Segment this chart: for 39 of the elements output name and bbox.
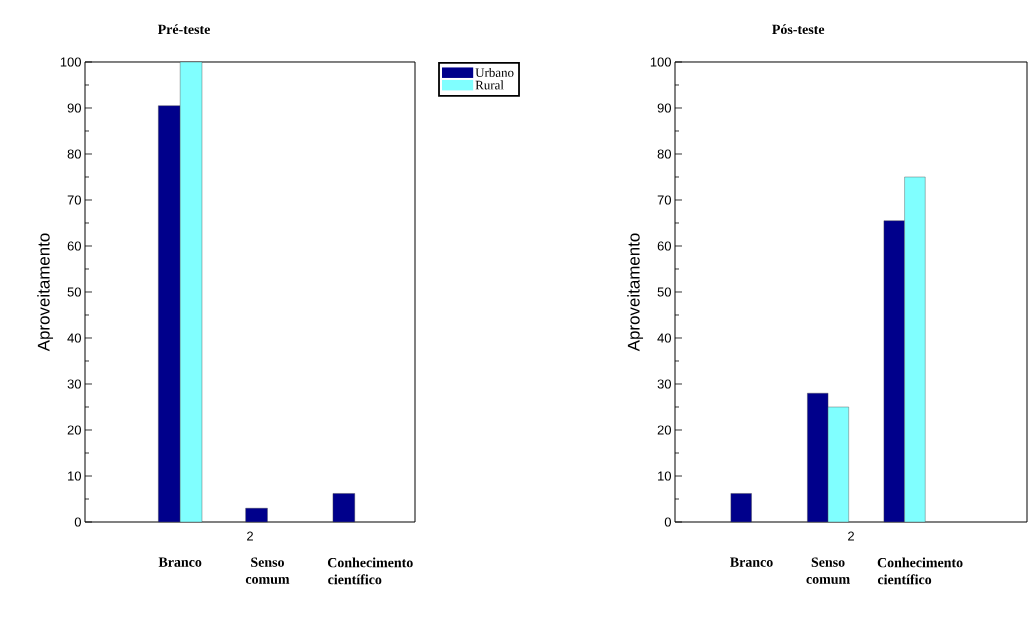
text: 2 <box>247 531 253 541</box>
y-tick-label: 60 <box>67 241 81 251</box>
y-tick-label: 20 <box>67 425 81 435</box>
y-tick-label: 20 <box>657 425 671 435</box>
y-tick-label: 60 <box>657 241 671 251</box>
x-tick-label: Senso comum <box>806 557 850 584</box>
x-tick-label: Branco <box>158 557 202 567</box>
bar <box>730 493 752 523</box>
y-tick-label: 10 <box>658 471 671 481</box>
x-tick-label: Conhecimento científico <box>327 557 413 585</box>
y-tick-label: 70 <box>67 195 81 205</box>
legend-label: Urbano <box>475 67 514 77</box>
x-tick-label: Conhecimento científico <box>877 557 963 585</box>
y-tick-label: 10 <box>68 471 81 481</box>
y-axis-title: Aproveitamento <box>37 233 54 352</box>
y-tick-label: 90 <box>67 103 81 113</box>
bar <box>332 493 355 523</box>
y-tick-label: 100 <box>60 57 81 67</box>
x-tick-label: Branco <box>730 557 773 567</box>
y-tick-label: 80 <box>67 149 81 159</box>
y-tick-label: 0 <box>664 517 671 527</box>
y-tick-label: 40 <box>67 333 81 343</box>
y-tick-label: 30 <box>67 379 81 389</box>
legend-label: Rural <box>475 80 504 90</box>
y-tick-label: 80 <box>657 149 671 159</box>
x-tick-label: Senso comum <box>245 557 290 584</box>
text: 2 <box>848 531 854 541</box>
chart-title: Pós-teste <box>772 24 825 35</box>
y-tick-label: 50 <box>657 287 671 297</box>
y-axis-title: Aproveitamento <box>627 233 644 352</box>
y-tick-label: 50 <box>67 287 81 297</box>
y-tick-label: 90 <box>657 103 671 113</box>
chart-title: Pré-teste <box>157 24 210 35</box>
y-tick-label: 0 <box>74 517 81 527</box>
y-tick-label: 30 <box>657 379 671 389</box>
y-tick-label: 70 <box>657 195 671 205</box>
bar <box>245 508 268 523</box>
y-tick-label: 100 <box>650 57 671 67</box>
y-tick-label: 40 <box>657 333 671 343</box>
